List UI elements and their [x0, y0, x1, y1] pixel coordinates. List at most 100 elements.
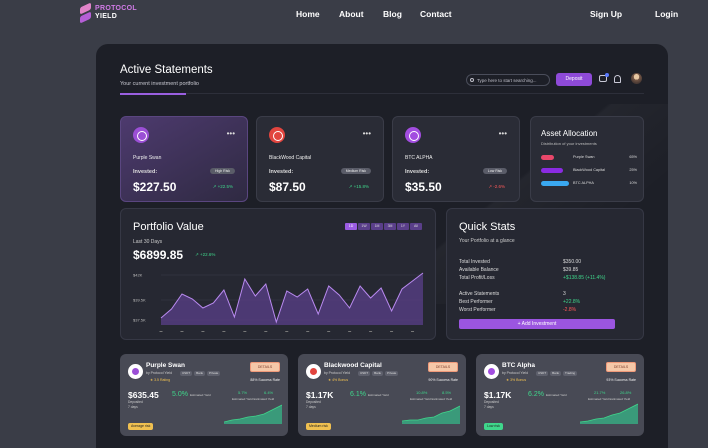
- metric-2: 26.8%: [620, 390, 632, 395]
- nav-about-link[interactable]: About: [339, 9, 364, 19]
- pool-yield: 5.0%: [172, 391, 188, 398]
- x-tick: [369, 331, 373, 332]
- invested-label: Invested:: [269, 169, 294, 175]
- pool-name: Blackwood Capital: [324, 362, 382, 369]
- stat-label: Available Balance: [459, 267, 499, 273]
- sparkline: [402, 405, 460, 424]
- login-link[interactable]: Login: [655, 9, 679, 19]
- holding-change: ↗ -2.6%: [488, 184, 505, 189]
- holding-value: $227.50: [133, 180, 177, 194]
- range-1y-button[interactable]: 1Y: [397, 223, 409, 230]
- more-icon[interactable]: •••: [362, 129, 371, 138]
- allocation-pct: 25%: [629, 168, 637, 172]
- pool-card[interactable]: Blackwood Capital by Protocol Yield USDT…: [298, 354, 466, 436]
- pool-provider: by Protocol Yield: [502, 371, 529, 375]
- metric-labels: Estimated Yield Estimated Yield: [232, 397, 275, 401]
- stat-label: Active Statements: [459, 291, 500, 297]
- range-1d-button[interactable]: 1D: [345, 223, 357, 230]
- quick-stats-card: Quick Stats Your Portfolio at a glance T…: [446, 208, 644, 340]
- risk-badge: Average risk: [128, 423, 154, 430]
- holding-name: BlackWood Capital: [269, 155, 312, 161]
- more-icon[interactable]: •••: [498, 129, 507, 138]
- invested-label: Invested:: [405, 169, 430, 175]
- chip: Bank: [194, 371, 206, 376]
- pool-term: 7 days: [306, 405, 316, 409]
- pool-name: Purple Swan: [146, 362, 186, 369]
- holding-card[interactable]: ••• Purple Swan Invested: High Risk $227…: [120, 116, 248, 202]
- allocation-title: Asset Allocation: [541, 129, 598, 138]
- risk-tag: Low Risk: [482, 168, 507, 174]
- chip: Bank: [372, 371, 384, 376]
- pool-rating: ★ 3% Bonus: [506, 378, 527, 382]
- x-tick: [159, 331, 163, 332]
- details-button[interactable]: DETAILS: [428, 362, 458, 372]
- metric-1: 10.8%: [416, 390, 428, 395]
- allocation-pct: 65%: [629, 155, 637, 159]
- pool-value-label: Deposited: [484, 400, 499, 404]
- pool-chips: USDT Bank Private: [358, 371, 399, 376]
- metric-1: 21.7%: [594, 390, 606, 395]
- portfolio-title: Portfolio Value: [133, 221, 204, 233]
- quick-stats-title: Quick Stats: [459, 221, 516, 233]
- pool-provider: by Protocol Yield: [146, 371, 173, 375]
- allocation-swatch: [541, 168, 563, 173]
- sign-up-link[interactable]: Sign Up: [590, 9, 623, 19]
- holding-card[interactable]: ••• BlackWood Capital Invested: Medium R…: [256, 116, 384, 202]
- allocation-name: BlackWood Capital: [573, 168, 606, 172]
- holding-change: ↗ +15.8%: [348, 184, 369, 189]
- pool-term: 7 days: [484, 405, 494, 409]
- logo[interactable]: PROTOCOL YIELD: [80, 2, 137, 24]
- metric-2: 6.4%: [264, 390, 274, 395]
- chip: Trading: [563, 371, 578, 376]
- more-icon[interactable]: •••: [226, 129, 235, 138]
- message-icon[interactable]: [599, 75, 607, 82]
- allocation-name: BTC ALPHA: [573, 181, 594, 185]
- pool-value-label: Deposited: [306, 400, 321, 404]
- risk-tag: High Risk: [210, 168, 235, 174]
- nav-blog-link[interactable]: Blog: [383, 9, 402, 19]
- logo-icon: [80, 2, 91, 24]
- chip: Bank: [550, 371, 562, 376]
- range-1m-button[interactable]: 1M: [371, 223, 383, 230]
- add-investment-button[interactable]: + Add Investment: [459, 319, 615, 329]
- pool-card[interactable]: Purple Swan by Protocol Yield USDT Bank …: [120, 354, 288, 436]
- divider: [186, 93, 644, 94]
- pool-value: $1.17K: [306, 390, 334, 400]
- details-button[interactable]: DETAILS: [250, 362, 280, 372]
- range-all-button[interactable]: All: [410, 223, 422, 230]
- nav-contact-link[interactable]: Contact: [420, 9, 452, 19]
- pool-rating: ★ 3.5 Rating: [150, 378, 171, 382]
- deposit-button[interactable]: Deposit: [556, 73, 592, 86]
- search-placeholder: Type here to start searching...: [477, 78, 537, 83]
- avatar[interactable]: [631, 73, 642, 84]
- range-1w-button[interactable]: 1W: [358, 223, 370, 230]
- bell-icon[interactable]: [614, 75, 621, 83]
- title-underline: [120, 93, 186, 95]
- y-tick-label: $37.5K: [133, 318, 146, 323]
- holding-change: ↗ +22.5%: [212, 184, 233, 189]
- pool-card[interactable]: BTC Alpha by Protocol Yield USDT Bank Tr…: [476, 354, 644, 436]
- holding-name: BTC ALPHA: [405, 155, 433, 161]
- holding-value: $87.50: [269, 180, 306, 194]
- holding-card[interactable]: ••• BTC ALPHA Invested: Low Risk $35.50 …: [392, 116, 520, 202]
- coin-icon: [269, 127, 285, 143]
- pool-chips: USDT Bank Trading: [536, 371, 578, 376]
- metric-1: 5.7%: [238, 390, 248, 395]
- coin-icon: [128, 364, 143, 379]
- details-button[interactable]: DETAILS: [606, 362, 636, 372]
- x-tick: [327, 331, 331, 332]
- quick-stats-subtitle: Your Portfolio at a glance: [459, 238, 515, 244]
- range-3m-button[interactable]: 3M: [384, 223, 396, 230]
- success-rate: 90% Success Rate: [428, 378, 458, 382]
- search-input[interactable]: Type here to start searching...: [466, 74, 550, 86]
- portfolio-value-card: Portfolio Value Last 30 Days $6899.85 ↗ …: [120, 208, 436, 340]
- x-tick: [201, 331, 205, 332]
- chip: Private: [207, 371, 221, 376]
- chip: USDT: [358, 371, 371, 376]
- allocation-subtitle: Distribution of your investments: [541, 141, 597, 146]
- nav-home-link[interactable]: Home: [296, 9, 320, 19]
- allocation-pct: 10%: [629, 181, 637, 185]
- success-rate: 88% Success Rate: [250, 378, 280, 382]
- allocation-row: Purple Swan 65%: [541, 155, 637, 161]
- portfolio-chart: $42K $39.5K $37.5K: [133, 273, 424, 332]
